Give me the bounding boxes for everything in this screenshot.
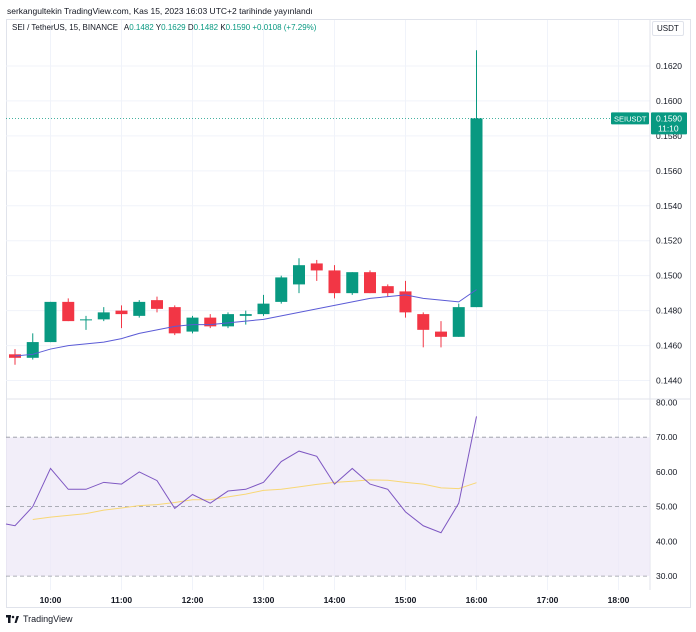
time-tick-label: 11:00 <box>111 595 133 605</box>
price-tag-countdown: 11:10 <box>658 123 679 133</box>
time-tick-label: 12:00 <box>182 595 204 605</box>
close-value: 0.1590 <box>225 23 251 32</box>
candle-body <box>133 301 146 316</box>
tradingview-logo-icon <box>6 614 19 623</box>
rsi-tick-label: 60.00 <box>656 467 678 477</box>
candle-body <box>381 286 394 294</box>
symbol-legend: SEI / TetherUS, 15, BINANCE A0.1482 Y0.1… <box>12 23 316 32</box>
rsi-tick-label: 70.00 <box>656 432 678 442</box>
candle-body <box>257 303 270 315</box>
candle-body <box>364 272 376 294</box>
price-tick-label: 0.1520 <box>656 236 682 246</box>
candle-body <box>151 300 163 309</box>
time-tick-label: 10:00 <box>40 595 62 605</box>
price-tick-label: 0.1560 <box>656 166 682 176</box>
candle-body <box>26 342 39 358</box>
time-tick-label: 18:00 <box>608 595 630 605</box>
time-tick-label: 17:00 <box>537 595 559 605</box>
symbol-tag-bg <box>611 112 649 125</box>
candle-body <box>328 270 341 294</box>
rsi-line <box>5 416 477 534</box>
candle-body <box>97 312 110 320</box>
candle-body <box>417 314 430 330</box>
close-label: K <box>220 23 226 32</box>
candle-body <box>275 277 288 302</box>
price-tick-label: 0.1620 <box>656 61 682 71</box>
symbol-name[interactable]: SEI / TetherUS, 15, BINANCE <box>12 23 119 32</box>
candle-body <box>222 314 234 327</box>
candle-body <box>44 301 57 343</box>
rsi-tick-label: 50.00 <box>656 502 678 512</box>
candle-body <box>346 272 359 294</box>
footer-logo[interactable]: TradingView <box>6 614 73 624</box>
high-label: Y <box>155 23 162 32</box>
candle-body <box>62 301 75 322</box>
open-value: 0.1482 <box>129 23 154 32</box>
candle-body <box>452 307 465 337</box>
candle-body <box>293 265 305 285</box>
price-tick-label: 0.1480 <box>656 306 682 316</box>
footer-brand-text: TradingView <box>23 614 73 624</box>
high-value: 0.1629 <box>161 23 186 32</box>
candle-body <box>239 314 252 316</box>
candle-body <box>168 307 181 334</box>
symbol-tag-text: SEIUSDT <box>614 114 647 123</box>
rsi-tick-label: 30.00 <box>656 571 678 581</box>
candle-body <box>470 118 483 308</box>
price-tag-value: 0.1590 <box>656 113 682 123</box>
candle-body <box>435 331 447 337</box>
rsi-tick-label: 40.00 <box>656 536 678 546</box>
price-tag-bg <box>651 112 687 135</box>
low-label: D <box>187 23 194 32</box>
candle-body <box>399 291 412 313</box>
rsi-tick-label: 80.00 <box>656 397 678 407</box>
low-value: 0.1482 <box>193 23 219 32</box>
price-tick-label: 0.1540 <box>656 201 682 211</box>
candle-body <box>115 310 128 315</box>
open-label: A <box>123 23 130 32</box>
rsi-ma-line <box>32 479 477 520</box>
time-tick-label: 16:00 <box>466 595 488 605</box>
candle-body <box>80 319 92 321</box>
price-tick-label: 0.1580 <box>656 131 682 141</box>
currency-button[interactable]: USDT <box>652 21 684 36</box>
change-value: +0.0108 (+7.29%) <box>252 23 317 32</box>
price-tick-label: 0.1460 <box>656 341 682 351</box>
moving-average-line <box>14 289 477 357</box>
time-tick-label: 13:00 <box>253 595 275 605</box>
price-tick-label: 0.1600 <box>656 96 682 106</box>
candle-body <box>310 263 323 271</box>
time-tick-label: 14:00 <box>324 595 346 605</box>
price-tick-label: 0.1500 <box>656 271 682 281</box>
publisher-note: serkangultekin TradingView.com, Kas 15, … <box>7 6 313 16</box>
time-tick-label: 15:00 <box>395 595 417 605</box>
chart-frame <box>6 19 691 608</box>
price-tick-label: 0.1440 <box>656 376 682 386</box>
candle-body <box>204 317 217 327</box>
